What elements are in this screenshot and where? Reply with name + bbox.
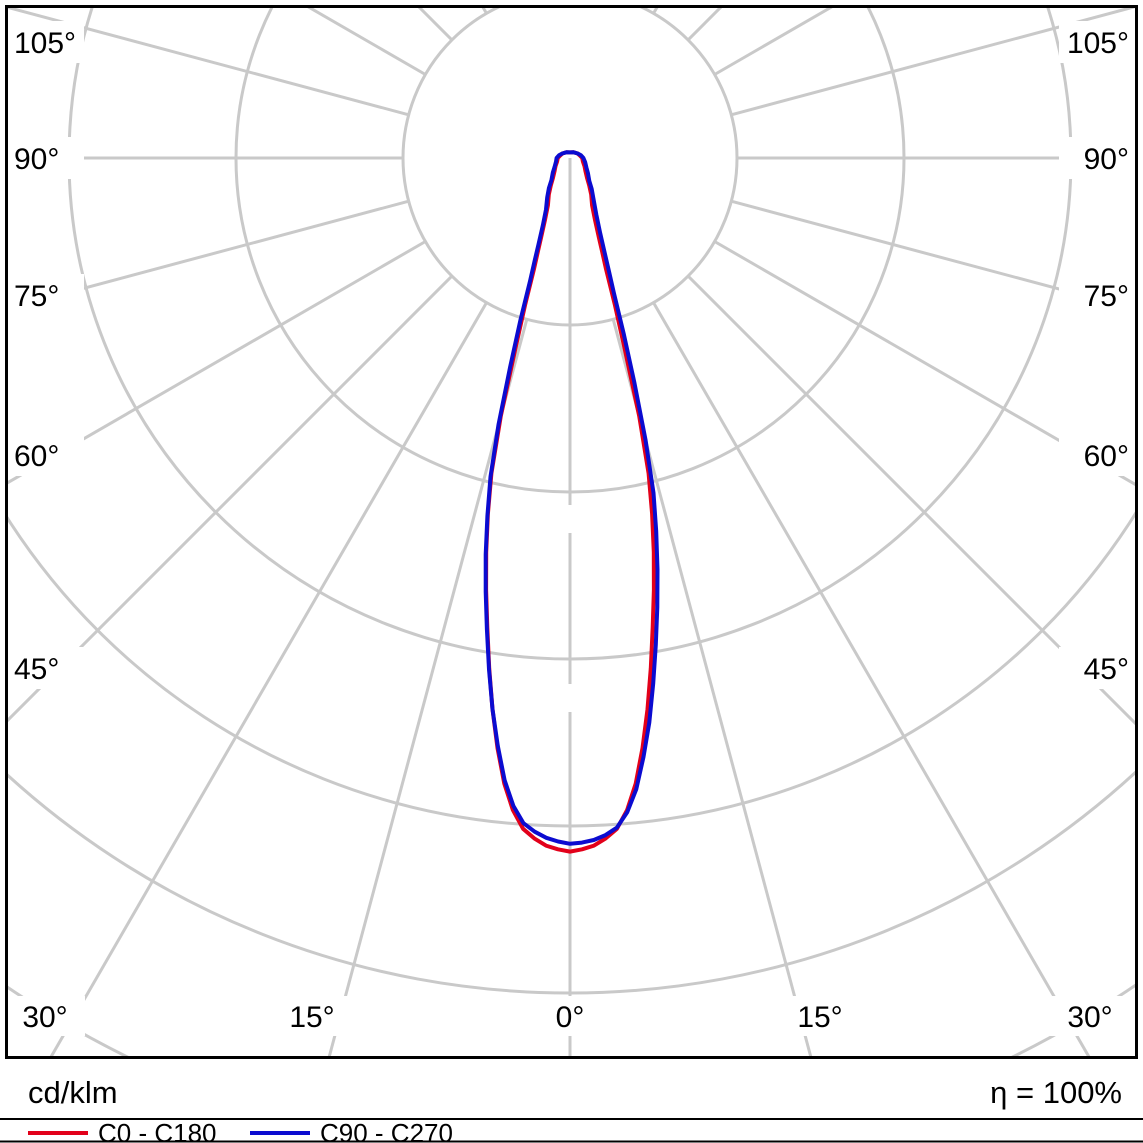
angle-label-right-60: 60° (1084, 440, 1129, 473)
angle-label-left-60: 60° (14, 440, 59, 473)
curves (483, 150, 660, 854)
angle-label-left-75: 75° (14, 280, 59, 313)
angle-label-left-45: 45° (14, 653, 59, 686)
label-mask (1059, 647, 1135, 689)
legend: C0 - C180 C90 - C270 (28, 1118, 453, 1143)
label-mask (1059, 274, 1135, 316)
label-masks (8, 21, 1135, 1036)
label-mask (8, 274, 84, 316)
label-mask (1059, 137, 1135, 179)
angle-label-left-105: 105° (14, 27, 76, 60)
angle-label-bottom-0: 0° (556, 1001, 585, 1034)
label-mask (530, 996, 610, 1036)
angle-label-bottom-15r: 15° (797, 1001, 842, 1034)
efficiency-label: η = 100% (990, 1075, 1122, 1110)
plot-border (5, 5, 1138, 1059)
angle-label-bottom-30l: 30° (22, 1001, 67, 1034)
angle-label-bottom-15l: 15° (289, 1001, 334, 1034)
legend-label-c0-c180: C0 - C180 (98, 1118, 217, 1143)
label-mask (8, 434, 84, 476)
label-mask (8, 21, 84, 63)
legend-label-c90-c270: C90 - C270 (320, 1118, 453, 1143)
label-mask (1059, 21, 1135, 63)
label-mask (780, 996, 860, 1036)
angle-label-bottom-30r: 30° (1067, 1001, 1112, 1034)
label-mask (8, 996, 85, 1036)
angle-label-right-105: 105° (1067, 27, 1129, 60)
angle-label-right-90: 90° (1084, 143, 1129, 176)
angle-label-right-75: 75° (1084, 280, 1129, 313)
angle-labels: 105° 90° 75° 60° 45° 105° 90° 75° 60° 45… (14, 27, 1129, 1034)
angle-label-left-90: 90° (14, 143, 59, 176)
label-mask (1050, 996, 1130, 1036)
label-mask (272, 996, 352, 1036)
angle-label-right-45: 45° (1084, 653, 1129, 686)
label-mask (1059, 434, 1135, 476)
footer: cd/klm η = 100% C0 - C180 C90 - C270 (0, 1075, 1143, 1143)
unit-label: cd/klm (28, 1075, 118, 1110)
label-mask (8, 647, 84, 689)
label-mask (8, 137, 84, 179)
curve-c90-c270 (483, 150, 660, 846)
